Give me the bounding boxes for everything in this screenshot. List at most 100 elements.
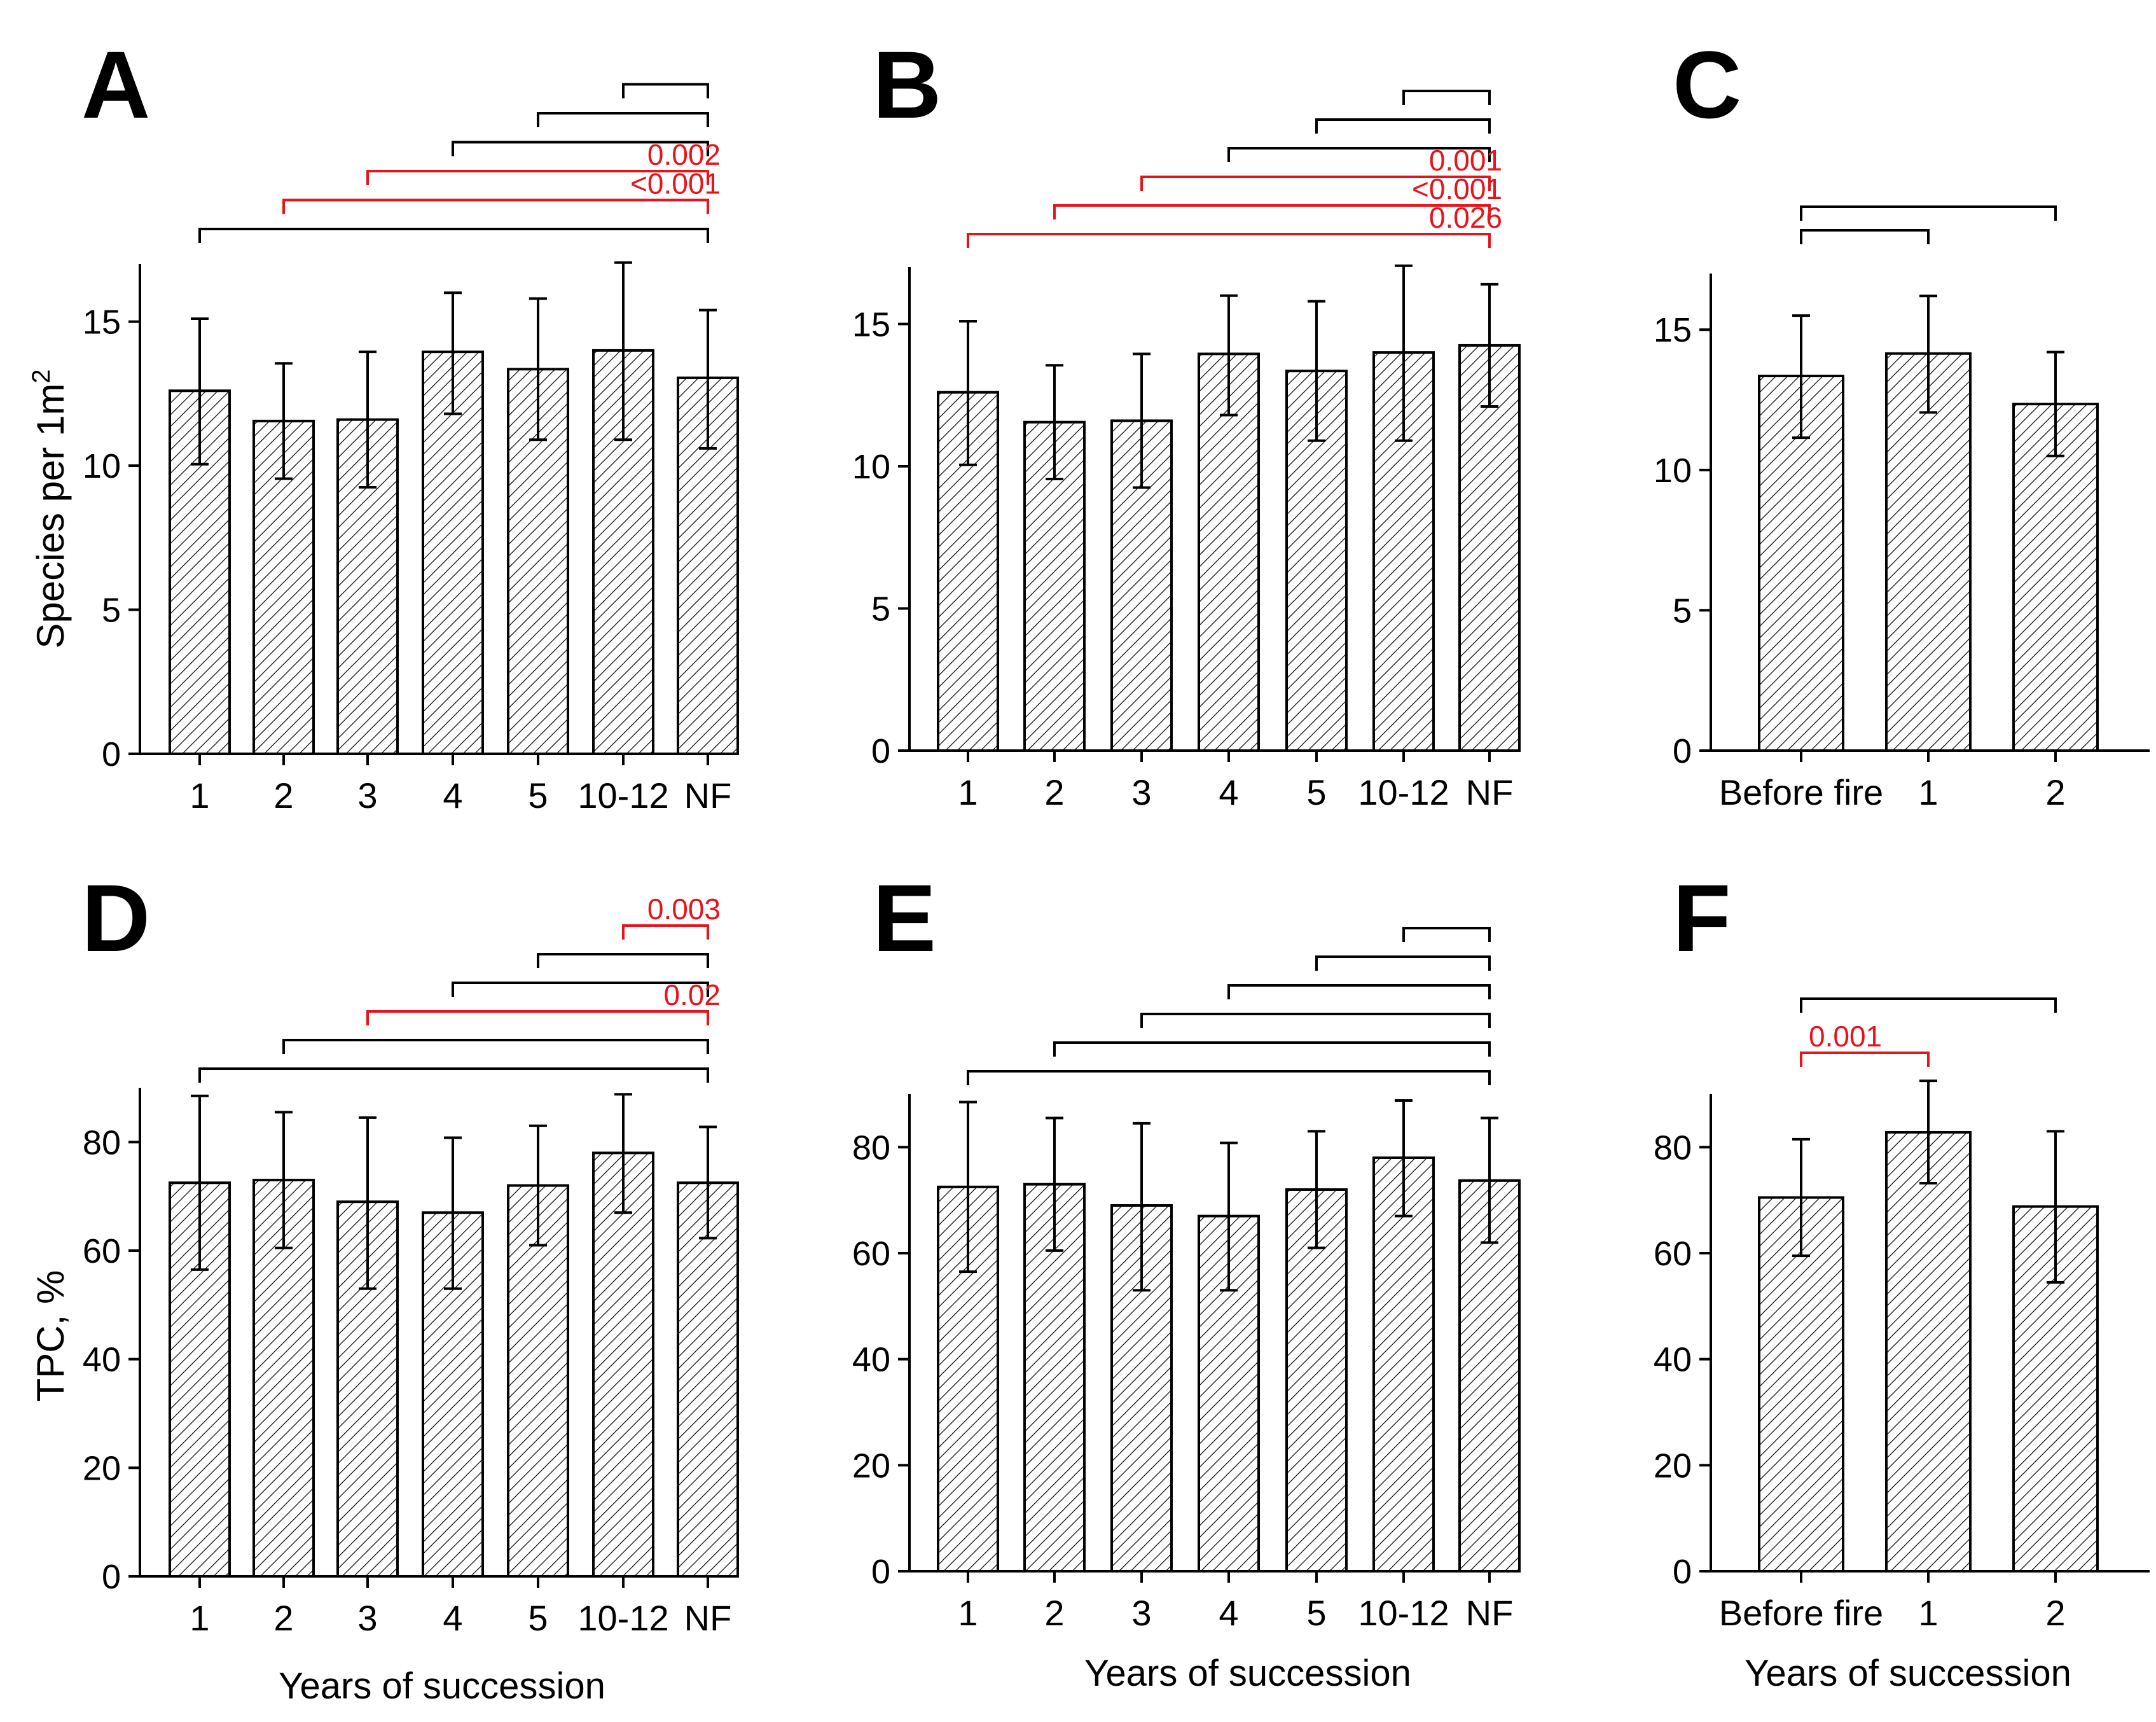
p-value-label: 0.02 bbox=[663, 978, 721, 1011]
comparison-bracket bbox=[1053, 1041, 1491, 1057]
bar bbox=[1458, 344, 1521, 752]
x-axis-label: Years of succession bbox=[279, 1665, 605, 1707]
y-tick-label: 5 bbox=[871, 590, 890, 628]
x-tick-label: 2 bbox=[1044, 772, 1064, 812]
bar bbox=[1885, 1131, 1972, 1573]
x-tick-label: 10-12 bbox=[1358, 1593, 1449, 1633]
x-tick-label: 1 bbox=[190, 1598, 209, 1638]
comparison-bracket bbox=[1227, 984, 1491, 999]
panel-letter: A bbox=[81, 31, 150, 138]
y-tick-label: 60 bbox=[83, 1232, 121, 1270]
comparison-bracket bbox=[452, 141, 709, 156]
bar bbox=[2012, 403, 2099, 752]
p-value-label: 0.026 bbox=[1429, 201, 1502, 234]
bar bbox=[1372, 1156, 1435, 1573]
y-axis-label-superscript: 2 bbox=[27, 369, 55, 383]
comparison-bracket bbox=[198, 1067, 709, 1083]
comparison-bracket bbox=[1053, 204, 1491, 219]
panel-f: F 0 20 40 60 80 Before fire 1 2 0.001 Years of suc… bbox=[1654, 864, 2150, 1694]
comparison-bracket bbox=[198, 228, 709, 243]
x-tick-label: NF bbox=[684, 775, 732, 816]
y-tick-label: 80 bbox=[1654, 1128, 1692, 1167]
comparison-bracket bbox=[282, 1039, 709, 1054]
panel-letter: F bbox=[1673, 864, 1731, 971]
y-axis-label: TPC, % bbox=[29, 1270, 72, 1402]
bar bbox=[1885, 352, 1972, 752]
comparison-bracket bbox=[622, 83, 709, 99]
comparison-bracket bbox=[537, 112, 709, 127]
x-tick-label: 1 bbox=[190, 775, 209, 816]
comparison-bracket bbox=[1800, 1052, 1930, 1067]
x-tick-label: 5 bbox=[1306, 772, 1326, 812]
panel-letter: C bbox=[1673, 31, 1741, 138]
bar bbox=[1458, 1179, 1521, 1573]
comparison-bracket bbox=[366, 170, 709, 185]
x-tick-label: Before fire bbox=[1719, 1593, 1883, 1633]
x-tick-label: 2 bbox=[1044, 1593, 1064, 1633]
p-value-label: 0.001 bbox=[1809, 1020, 1882, 1053]
y-tick-label: 20 bbox=[852, 1447, 890, 1485]
y-tick-label: 60 bbox=[852, 1235, 890, 1273]
y-tick-label: 0 bbox=[1673, 732, 1692, 770]
x-tick-label: 3 bbox=[1131, 772, 1151, 812]
comparison-bracket bbox=[967, 1070, 1491, 1085]
comparison-bracket bbox=[1800, 229, 1930, 244]
x-tick-label: 3 bbox=[357, 775, 377, 816]
bar bbox=[1198, 352, 1260, 752]
x-tick-label: 3 bbox=[357, 1598, 377, 1638]
y-tick-label: 20 bbox=[83, 1449, 121, 1487]
x-tick-label: 5 bbox=[1306, 1593, 1326, 1633]
x-tick-label: 4 bbox=[1219, 772, 1238, 812]
x-tick-label: NF bbox=[1466, 1593, 1514, 1633]
y-tick-label: 10 bbox=[83, 447, 121, 485]
p-value-label: 0.001 bbox=[1429, 144, 1502, 177]
x-tick-label: 4 bbox=[1219, 1593, 1238, 1633]
y-tick-label: 0 bbox=[102, 1558, 121, 1596]
y-tick-label: 80 bbox=[852, 1128, 890, 1167]
x-tick-label: 5 bbox=[528, 775, 548, 816]
comparison-bracket bbox=[1315, 118, 1491, 134]
y-tick-label: 20 bbox=[1654, 1447, 1692, 1485]
comparison-bracket bbox=[282, 198, 709, 214]
y-tick-label: 10 bbox=[852, 448, 890, 486]
p-value-label: <0.001 bbox=[1412, 172, 1502, 205]
x-tick-label: NF bbox=[684, 1598, 732, 1638]
x-tick-label: 2 bbox=[2045, 772, 2065, 812]
y-tick-label: 0 bbox=[102, 735, 121, 774]
x-tick-label: 10-12 bbox=[1358, 772, 1449, 812]
bar bbox=[336, 418, 399, 755]
x-tick-label: 2 bbox=[2045, 1593, 2065, 1633]
panel-a: A 0 5 10 15 1 2 3 4 5 10-12 NF 0.002<0.001 Species pe… bbox=[27, 31, 739, 816]
y-tick-label: 80 bbox=[83, 1123, 121, 1162]
y-tick-label: 5 bbox=[1673, 592, 1692, 630]
y-tick-label: 5 bbox=[102, 592, 121, 630]
y-tick-label: 10 bbox=[1654, 452, 1692, 490]
y-tick-label: 0 bbox=[871, 732, 890, 770]
y-tick-label: 15 bbox=[852, 305, 890, 344]
comparison-bracket bbox=[1800, 205, 2057, 221]
y-tick-label: 60 bbox=[1654, 1235, 1692, 1273]
x-tick-label: 4 bbox=[443, 1598, 462, 1638]
x-tick-label: Before fire bbox=[1719, 772, 1883, 812]
comparison-bracket bbox=[1315, 955, 1491, 971]
comparison-bracket bbox=[366, 1010, 709, 1025]
y-tick-label: 15 bbox=[1654, 311, 1692, 349]
x-tick-label: 1 bbox=[1918, 772, 1938, 812]
panel-e: E 0 20 40 60 80 1 2 3 4 5 10-12 NF Years of successio… bbox=[852, 864, 1521, 1694]
comparison-bracket bbox=[1402, 927, 1491, 942]
x-tick-label: 1 bbox=[958, 772, 978, 812]
x-tick-label: 4 bbox=[443, 775, 462, 816]
comparison-bracket bbox=[537, 953, 709, 968]
p-value-label: <0.001 bbox=[630, 167, 721, 200]
x-tick-label: 5 bbox=[528, 1598, 548, 1638]
x-tick-label: NF bbox=[1466, 772, 1514, 812]
comparison-bracket bbox=[1800, 997, 2057, 1013]
comparison-bracket bbox=[1402, 90, 1491, 105]
x-tick-label: 10-12 bbox=[577, 1598, 668, 1638]
comparison-bracket bbox=[1140, 176, 1491, 191]
p-value-label: 0.003 bbox=[647, 892, 721, 926]
panel-c: C 0 5 10 15 Before fire 1 2 bbox=[1654, 31, 2150, 812]
